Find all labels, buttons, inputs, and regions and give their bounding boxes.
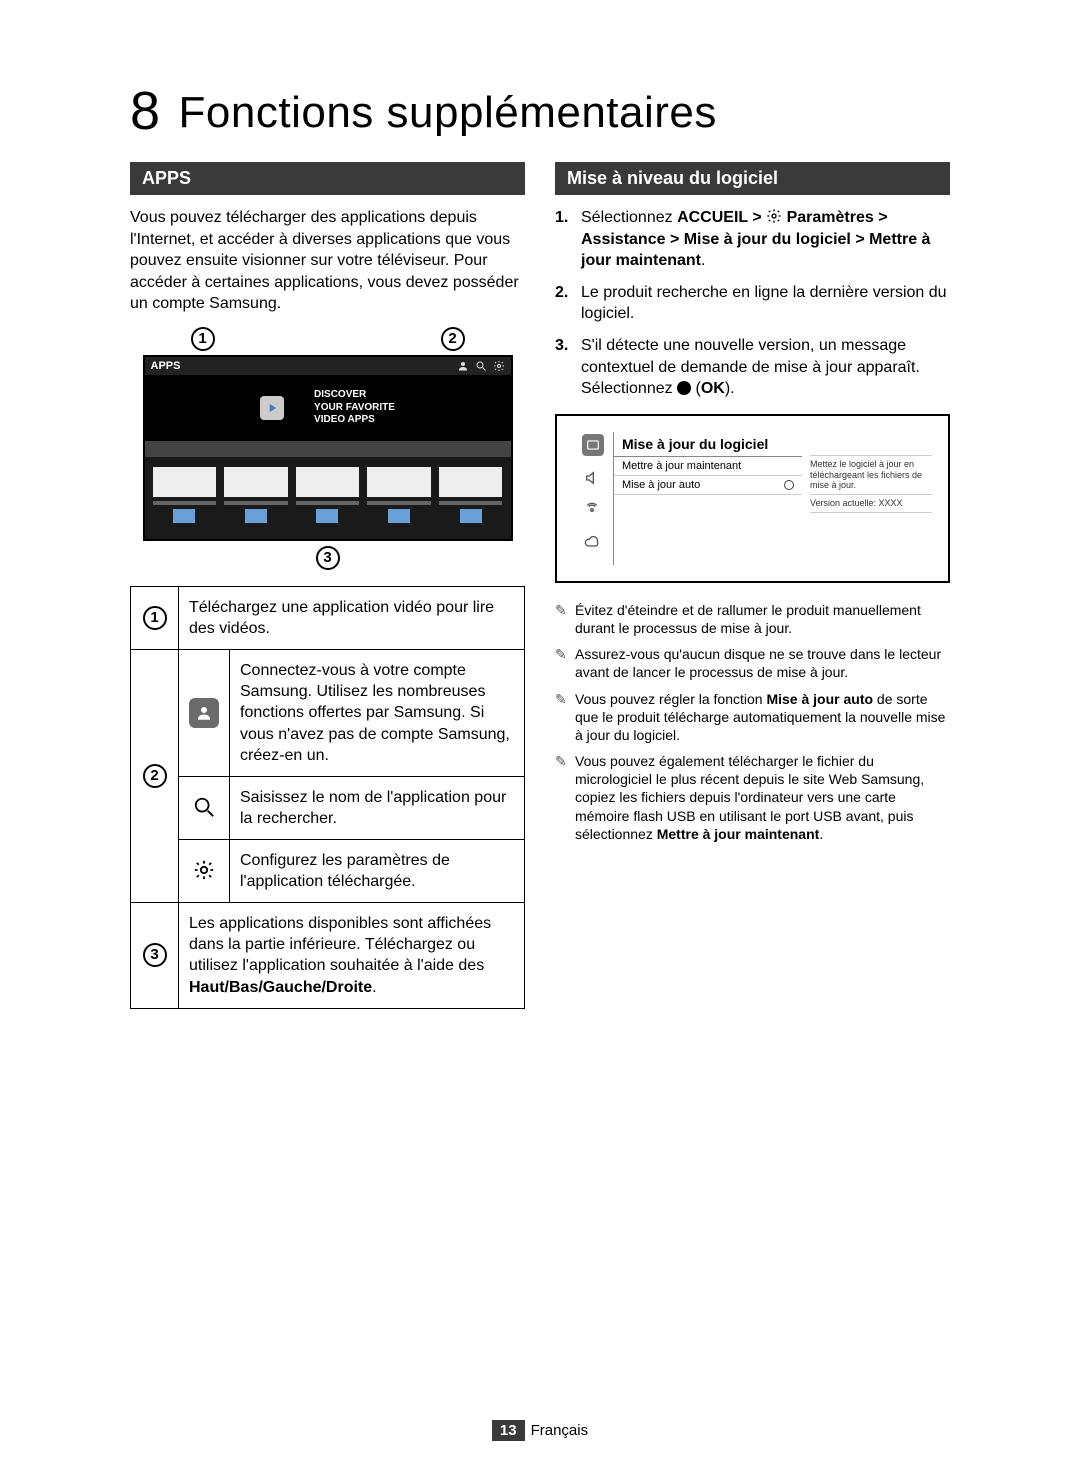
step3-ok: OK [701,380,725,397]
table-row-1: Téléchargez une application vidéo pour l… [179,586,525,649]
settings-row-update-now: Mettre à jour maintenant [614,457,802,476]
settings-mock-screenshot: Mise à jour du logiciel Mettre à jour ma… [555,414,950,583]
app-tile [367,467,431,523]
app-tile [153,467,217,523]
page-number: 13 [492,1420,525,1441]
apps-mock-header-label: APPS [151,360,181,372]
chapter-number: 8 [130,81,161,141]
step-1: 1. Sélectionnez ACCUEIL > Paramètres > A… [555,207,950,272]
broadcast-icon [584,502,602,520]
callout-row-bottom: 3 [130,546,525,570]
cloud-icon [584,534,602,552]
note4-b: Mettre à jour maintenant [657,826,820,842]
update-heading: Mise à niveau du logiciel [555,162,950,195]
note-icon: ✎ [555,645,575,681]
note-2: ✎ Assurez-vous qu'aucun disque ne se tro… [555,645,950,681]
update-steps: 1. Sélectionnez ACCUEIL > Paramètres > A… [555,207,950,400]
picture-icon [582,434,604,456]
step2-text: Le produit recherche en ligne la dernièr… [581,282,950,325]
app-tile [439,467,503,523]
step-index: 2. [555,282,581,325]
apps-mock-hero-text: DISCOVER YOUR FAVORITE VIDEO APPS [314,389,395,427]
apps-heading: APPS [130,162,525,195]
app-tile [224,467,288,523]
table-callout-2: 2 [143,764,167,788]
chapter-title: 8 Fonctions supplémentaires [130,80,950,142]
note-1: ✎ Évitez d'éteindre et de rallumer le pr… [555,601,950,637]
apps-mock-hero: DISCOVER YOUR FAVORITE VIDEO APPS [145,375,511,441]
step1-pre: Sélectionnez [581,209,677,226]
apps-mock-header: APPS [145,357,511,375]
step1-bold1: ACCUEIL > [677,209,766,226]
settings-row-auto-update: Mise à jour auto [614,476,802,495]
apps-intro: Vous pouvez télécharger des applications… [130,207,525,315]
settings-side1: Mettez le logiciel à jour en téléchargea… [810,456,932,495]
footer-lang: Français [531,1422,589,1439]
gear-icon [766,208,782,224]
step-index: 1. [555,207,581,272]
settings-row1-label: Mettre à jour maintenant [622,460,741,472]
search-icon [189,792,219,822]
play-icon [260,396,284,420]
settings-side-info: Mettez le logiciel à jour en téléchargea… [802,432,932,565]
user-icon [457,360,469,372]
settings-row2-label: Mise à jour auto [622,479,700,491]
apps-description-table: 1 Téléchargez une application vidéo pour… [130,586,525,1009]
step-index: 3. [555,335,581,400]
step-3: 3. S'il détecte une nouvelle version, un… [555,335,950,400]
note3-b: Mise à jour auto [766,691,873,707]
step3-text: S'il détecte une nouvelle version, un me… [581,337,920,397]
note-icon: ✎ [555,752,575,843]
settings-mock-title: Mise à jour du logiciel [614,432,802,457]
table-callout-1: 1 [143,606,167,630]
callout-row-top: 1 2 [130,327,525,351]
callout-2: 2 [441,327,465,351]
table-row-3-text: Les applications disponibles sont affich… [189,915,491,974]
table-row-3: Les applications disponibles sont affich… [179,903,525,1008]
note2-text: Assurez-vous qu'aucun disque ne se trouv… [575,645,950,681]
left-column: APPS Vous pouvez télécharger des applica… [130,162,525,1009]
apps-mock-midbar [145,441,511,457]
hero-line2: YOUR FAVORITE [314,402,395,415]
settings-sidebar [573,432,613,565]
settings-side2: Version actuelle: XXXX [810,495,932,513]
table-row-2c: Configurez les paramètres de l'applicati… [230,839,525,902]
table-row-2b: Saisissez le nom de l'application pour l… [230,776,525,839]
search-icon [475,360,487,372]
page-footer: 13 Français [0,1422,1080,1439]
chapter-title-text: Fonctions supplémentaires [179,88,717,137]
table-callout-3: 3 [143,943,167,967]
gear-icon [189,855,219,885]
note-icon: ✎ [555,690,575,745]
note-3: ✎ Vous pouvez régler la fonction Mise à … [555,690,950,745]
hero-line3: VIDEO APPS [314,414,395,427]
note3-a: Vous pouvez régler la fonction [575,691,766,707]
right-column: Mise à niveau du logiciel 1. Sélectionne… [555,162,950,1009]
apps-mock-screenshot: APPS [143,355,513,541]
note1-text: Évitez d'éteindre et de rallumer le prod… [575,601,950,637]
ok-button-icon [677,381,691,395]
callout-3: 3 [316,546,340,570]
table-row-2a: Connectez-vous à votre compte Samsung. U… [230,650,525,777]
user-icon [189,698,219,728]
apps-mock-header-icons [457,360,505,372]
apps-mock-grid [145,457,511,539]
table-row-3-bold: Haut/Bas/Gauche/Droite [189,979,372,996]
callout-1: 1 [191,327,215,351]
gear-icon [493,360,505,372]
app-tile [296,467,360,523]
step-2: 2. Le produit recherche en ligne la dern… [555,282,950,325]
note-icon: ✎ [555,601,575,637]
settings-main: Mise à jour du logiciel Mettre à jour ma… [613,432,802,565]
radio-icon [784,480,794,490]
note-4: ✎ Vous pouvez également télécharger le f… [555,752,950,843]
sound-icon [584,470,602,488]
hero-line1: DISCOVER [314,389,395,402]
